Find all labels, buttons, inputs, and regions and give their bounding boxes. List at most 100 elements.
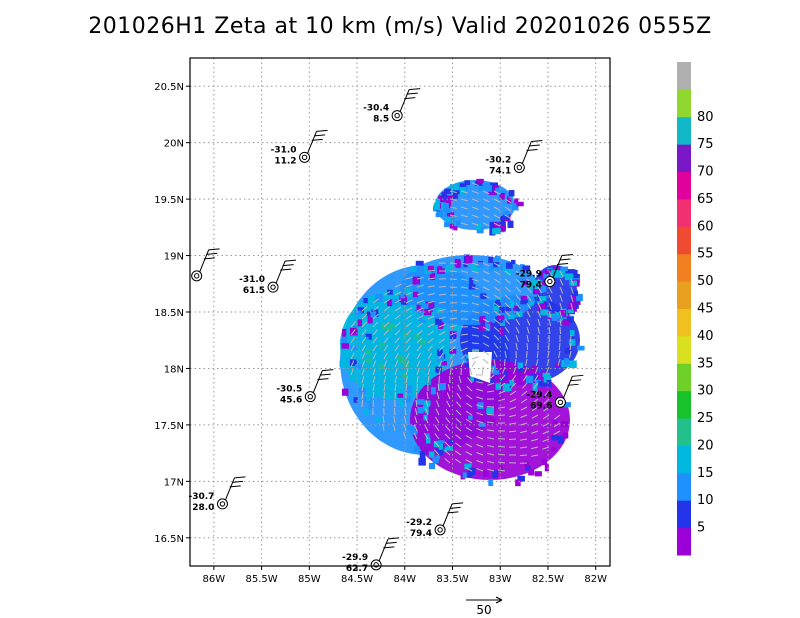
observation: -31.011.2 xyxy=(271,129,328,166)
y-tick-label: 18N xyxy=(164,364,184,375)
wind-arrow xyxy=(456,393,462,400)
wind-arrow xyxy=(405,352,410,360)
wind-arrow xyxy=(427,269,436,272)
swath-cell xyxy=(459,186,467,195)
wind-arrow xyxy=(515,294,521,301)
wind-arrow xyxy=(476,381,484,384)
wind-arrow xyxy=(383,337,389,344)
swath-cell xyxy=(503,211,509,216)
wind-arrow xyxy=(383,384,386,392)
wind-arrow xyxy=(522,374,528,382)
swath-cell xyxy=(537,286,545,293)
wind-barb-staff xyxy=(521,141,532,164)
colorbar-segment xyxy=(677,253,691,282)
wind-arrow xyxy=(487,460,495,464)
wind-arrow xyxy=(424,416,429,424)
wind-arrow xyxy=(445,417,451,424)
observation: -29.962.7 xyxy=(342,537,400,574)
wind-barb-staff xyxy=(552,255,563,278)
colorbar-segment xyxy=(677,472,691,501)
colorbar-segment xyxy=(677,171,691,200)
wind-arrow xyxy=(427,345,433,352)
wind-arrow xyxy=(465,435,473,440)
swath-cell xyxy=(449,184,457,191)
swath-cell xyxy=(357,306,364,314)
colorbar-label: 10 xyxy=(697,493,714,508)
swath-cell xyxy=(450,324,458,330)
wind-barb-flag xyxy=(234,476,246,479)
swath-cell xyxy=(403,396,412,402)
wind-arrow xyxy=(350,329,356,336)
wind-barb-flag xyxy=(282,264,294,267)
wind-arrow xyxy=(482,358,489,365)
swath-cell xyxy=(438,443,443,450)
wind-arrow xyxy=(476,404,484,408)
wind-arrow xyxy=(558,342,561,351)
swath-cell xyxy=(404,385,412,394)
wind-arrow xyxy=(526,342,529,351)
wind-arrow xyxy=(488,374,495,380)
swath-cell xyxy=(545,301,551,309)
swath-cell xyxy=(368,401,373,410)
wind-arrow xyxy=(460,340,468,344)
swath-cell xyxy=(419,329,426,335)
observation-label-top: -29.4 xyxy=(526,390,552,400)
x-tick-label: 82.5W xyxy=(532,574,564,585)
wind-arrow xyxy=(383,352,388,360)
wind-arrow xyxy=(499,382,506,388)
swath-cell xyxy=(460,262,468,268)
wind-arrow xyxy=(515,270,522,277)
swath-cell xyxy=(414,333,421,339)
wind-arrow xyxy=(482,342,490,347)
swath-cell xyxy=(501,371,508,377)
swath-cell xyxy=(498,465,504,470)
swath-cell xyxy=(493,222,500,228)
wind-arrow xyxy=(476,412,484,416)
swath-cell xyxy=(489,378,495,384)
swath-cell xyxy=(399,295,407,303)
swath-cell xyxy=(506,262,513,269)
wind-arrow xyxy=(361,321,368,328)
swath-cell xyxy=(486,407,495,415)
wind-arrow xyxy=(526,278,532,285)
swath-cell xyxy=(483,323,491,332)
swath-cell xyxy=(443,203,449,210)
swath-cell xyxy=(531,374,537,382)
swath-cell xyxy=(444,188,452,194)
swath-cell xyxy=(363,297,368,304)
wind-arrow xyxy=(416,345,422,352)
swath-cell xyxy=(539,295,547,302)
wind-barb-flag xyxy=(452,502,464,505)
wind-arrow xyxy=(403,416,407,424)
wind-arrow xyxy=(491,366,495,374)
wind-arrow xyxy=(361,384,364,392)
swath-cell xyxy=(432,457,439,464)
wind-arrow xyxy=(383,314,390,320)
wind-arrow xyxy=(393,416,396,424)
swath-cell xyxy=(341,388,349,396)
wind-arrow xyxy=(350,352,355,360)
wind-arrow xyxy=(482,222,490,227)
wind-arrow xyxy=(476,396,484,400)
wind-barb-flag xyxy=(317,378,329,381)
swath-cell xyxy=(367,315,373,324)
swath-cell xyxy=(534,281,539,290)
wind-arrow xyxy=(350,344,355,352)
swath-cell xyxy=(505,269,512,276)
wind-arrow xyxy=(454,450,462,456)
wind-arrow xyxy=(531,414,539,419)
swath-cell xyxy=(366,358,373,364)
wind-arrow xyxy=(559,278,564,286)
wind-arrow xyxy=(504,342,509,350)
swath-cell xyxy=(449,334,457,339)
y-tick-label: 19N xyxy=(164,252,184,263)
swath-cell xyxy=(409,304,417,311)
wind-arrow xyxy=(427,368,431,376)
wind-barb-flag xyxy=(385,541,397,544)
wind-arrow xyxy=(460,198,468,202)
swath-cell xyxy=(520,299,528,305)
swath-cell xyxy=(569,280,578,286)
swath-cell xyxy=(516,201,524,207)
wind-arrow xyxy=(526,334,529,342)
wind-arrow xyxy=(393,407,396,416)
